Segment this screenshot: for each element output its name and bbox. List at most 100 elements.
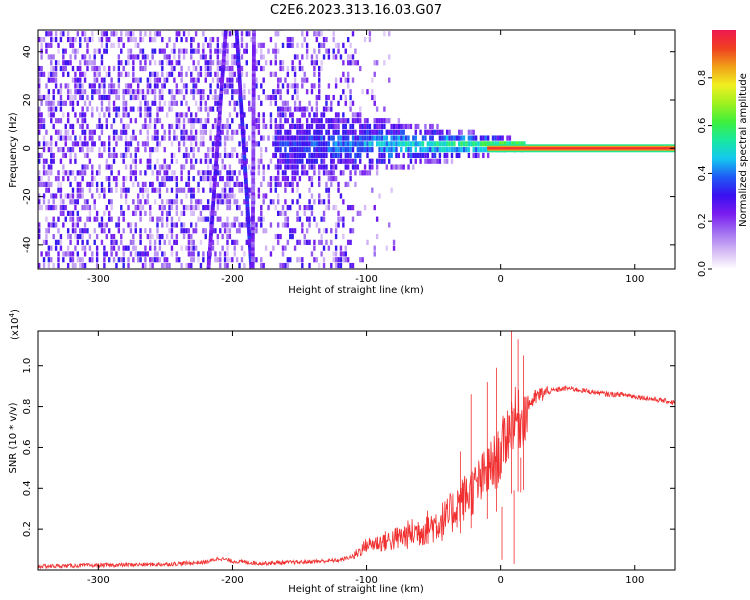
spectrogram-cell xyxy=(318,228,321,234)
spectrogram-cell xyxy=(356,210,360,216)
spectrogram-cell xyxy=(180,65,183,72)
spectrogram-cell xyxy=(366,118,369,124)
spectrogram-cell xyxy=(134,164,137,170)
spectrogram-cell xyxy=(83,204,87,211)
spectrogram-cell xyxy=(71,42,75,48)
spectrogram-streak-cell xyxy=(251,99,256,103)
spectrogram-cell xyxy=(375,123,379,130)
spectrogram-cell xyxy=(272,176,275,182)
spectrogram-cell xyxy=(284,187,287,193)
spectrogram-cell xyxy=(281,152,285,159)
spectrogram-cell xyxy=(161,176,164,182)
spectrogram-cell xyxy=(407,152,410,159)
spectrogram-cell xyxy=(334,112,338,118)
spectrogram-cell xyxy=(327,83,331,89)
spectrogram-cell xyxy=(438,135,442,141)
spectrogram-cell xyxy=(149,83,152,89)
spectrogram-cell xyxy=(255,222,258,228)
spectrogram-streak-cell xyxy=(252,30,256,34)
spectrogram-cell xyxy=(298,100,302,106)
spectrogram-cell xyxy=(175,204,178,211)
spectrogram-cell xyxy=(202,257,205,263)
spectrogram-cell xyxy=(375,216,379,222)
spectrogram-cell xyxy=(122,106,125,112)
spectrogram-cell xyxy=(320,135,323,141)
spectrogram-cell xyxy=(204,118,207,124)
spectrogram-cell xyxy=(276,147,280,153)
spectrogram-cell xyxy=(291,141,294,147)
spectrogram-cell xyxy=(458,135,461,141)
spectrogram-cell xyxy=(120,135,123,141)
spectrogram-streak-cell xyxy=(209,221,214,225)
spectrogram-cell xyxy=(228,257,232,263)
spectrogram-cell xyxy=(71,210,75,216)
spectrogram-cell xyxy=(88,135,92,141)
spectrogram-cell xyxy=(424,135,427,141)
spectrogram-cell xyxy=(361,170,364,176)
spectrogram-streak-cell xyxy=(251,111,256,115)
spectrogram-cell xyxy=(180,89,183,95)
spectrogram-cell xyxy=(276,83,280,89)
spectrogram-cell xyxy=(315,94,318,101)
spectrogram-cell xyxy=(276,106,280,112)
spectrogram-streak-cell xyxy=(237,79,242,83)
spectrogram-cell xyxy=(366,170,369,176)
spectrogram-cell xyxy=(76,181,80,188)
spectrogram-cell xyxy=(112,42,116,48)
spectrogram-cell xyxy=(185,48,188,54)
spectrogram-frame xyxy=(37,29,676,270)
spectrogram-cell xyxy=(45,100,48,106)
spectrogram-cell xyxy=(209,65,212,72)
spectrogram-cell xyxy=(380,141,384,147)
spectrogram-cell xyxy=(38,228,41,234)
spectrogram-cell xyxy=(40,36,43,43)
spectrogram-cell xyxy=(289,228,292,234)
spectrogram-cell xyxy=(233,100,236,106)
spectrogram-cell xyxy=(47,251,51,257)
spectrogram-cell xyxy=(103,257,106,263)
spectrogram-cell xyxy=(122,228,125,234)
spectrogram-cell xyxy=(144,54,147,60)
spectrogram-cell xyxy=(313,48,316,54)
spectrogram-cell xyxy=(429,135,432,141)
spectrogram-streak-cell xyxy=(251,93,256,97)
spectrogram-cell xyxy=(301,77,304,83)
spectrogram-cell xyxy=(139,216,142,222)
spectrogram-cell xyxy=(180,36,183,43)
spectrogram-cell xyxy=(108,135,111,141)
spectrogram-cell xyxy=(202,216,205,222)
spectrogram-cell xyxy=(54,141,58,147)
spectrogram-cell xyxy=(219,176,222,182)
spectrogram-cell xyxy=(192,118,195,124)
spectrogram-cell xyxy=(98,152,101,159)
spectrogram-cell xyxy=(310,118,314,124)
spectrogram-cell xyxy=(194,77,198,83)
spectrogram-cell xyxy=(291,170,294,176)
spectrogram-cell xyxy=(108,36,111,43)
spectrogram-cell xyxy=(264,228,268,234)
spectrogram-cell xyxy=(194,204,198,211)
spectrogram-cell xyxy=(392,123,396,130)
spectrogram-cell xyxy=(180,129,183,135)
spectrogram-cell xyxy=(301,54,304,60)
spectrogram-cell xyxy=(45,31,48,37)
spectrogram-cell xyxy=(342,147,345,153)
spectrogram-cell xyxy=(95,48,99,54)
spectrogram-cell xyxy=(122,42,125,48)
spectrogram-cell xyxy=(330,181,333,188)
spectrogram-cell xyxy=(223,222,227,228)
spectrogram-streak-cell xyxy=(242,160,247,164)
spectrogram-cell xyxy=(209,36,212,43)
spectrogram-streak-cell xyxy=(252,47,256,51)
spectrogram-cell xyxy=(286,129,290,135)
spectrogram-cell xyxy=(190,54,193,60)
spectrogram-cell xyxy=(443,141,446,147)
spectrogram-cell xyxy=(286,216,290,222)
spectrogram-cell xyxy=(197,118,200,124)
spectrogram-cell xyxy=(395,147,398,153)
spectrogram-cell xyxy=(433,147,437,153)
spectrogram-cell xyxy=(235,89,239,95)
spectrogram-cell xyxy=(305,77,309,83)
spectrogram-cell xyxy=(223,251,227,257)
spectrogram-cell xyxy=(158,106,162,112)
